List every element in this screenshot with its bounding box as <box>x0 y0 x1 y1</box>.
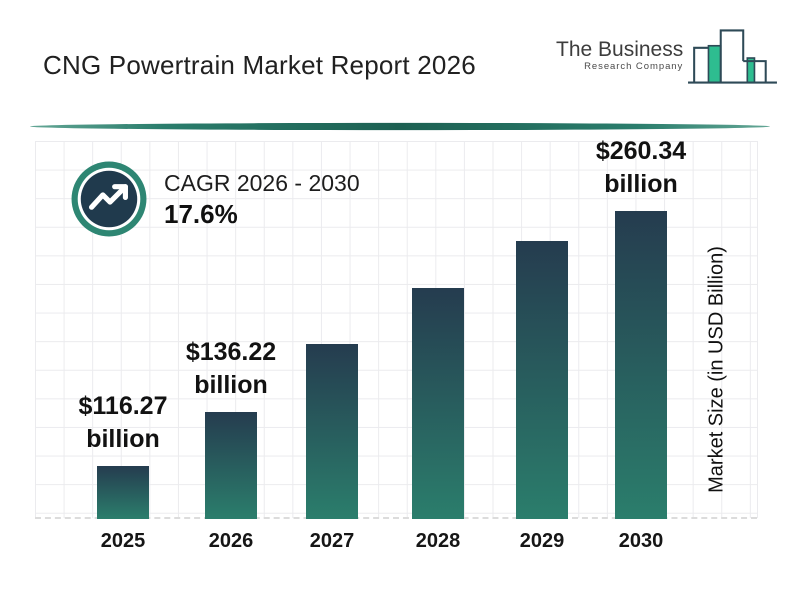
x-tick-2030: 2030 <box>618 530 664 552</box>
x-tick-2028: 2028 <box>415 530 461 552</box>
x-tick-2029: 2029 <box>519 530 565 552</box>
logo-name: The Business <box>556 38 684 61</box>
trend-up-icon <box>71 161 147 237</box>
company-logo: The Business Research Company <box>556 26 779 88</box>
logo-skyline-icon <box>688 29 778 84</box>
bar-2025 <box>97 466 149 519</box>
bar-2030 <box>615 211 667 519</box>
x-tick-2027: 2027 <box>309 530 355 552</box>
company-logo-text: The Business Research Company <box>556 39 683 88</box>
cagr-badge: CAGR 2026 - 2030 17.6% <box>70 160 360 238</box>
x-tick-2026: 2026 <box>208 530 254 552</box>
x-tick-2025: 2025 <box>100 530 146 552</box>
bar-2028 <box>412 288 464 519</box>
value-label-2030: $260.34 billion <box>595 137 687 198</box>
bar-2029 <box>516 241 568 519</box>
cagr-value: 17.6% <box>164 199 238 229</box>
divider-line <box>30 122 770 131</box>
value-label-2025: $116.27 billion <box>78 392 168 453</box>
cagr-label: CAGR 2026 - 2030 <box>164 170 360 196</box>
cagr-text: CAGR 2026 - 2030 17.6% <box>164 168 360 230</box>
bar-2027 <box>306 344 358 519</box>
logo-subname: Research Company <box>584 61 684 72</box>
chart-baseline <box>35 517 757 519</box>
bar-2026 <box>205 412 257 519</box>
y-axis-label: Market Size (in USD Billion) <box>705 246 728 493</box>
value-label-2026: $136.22 billion <box>185 338 277 399</box>
page-title: CNG Powertrain Market Report 2026 <box>43 50 476 80</box>
